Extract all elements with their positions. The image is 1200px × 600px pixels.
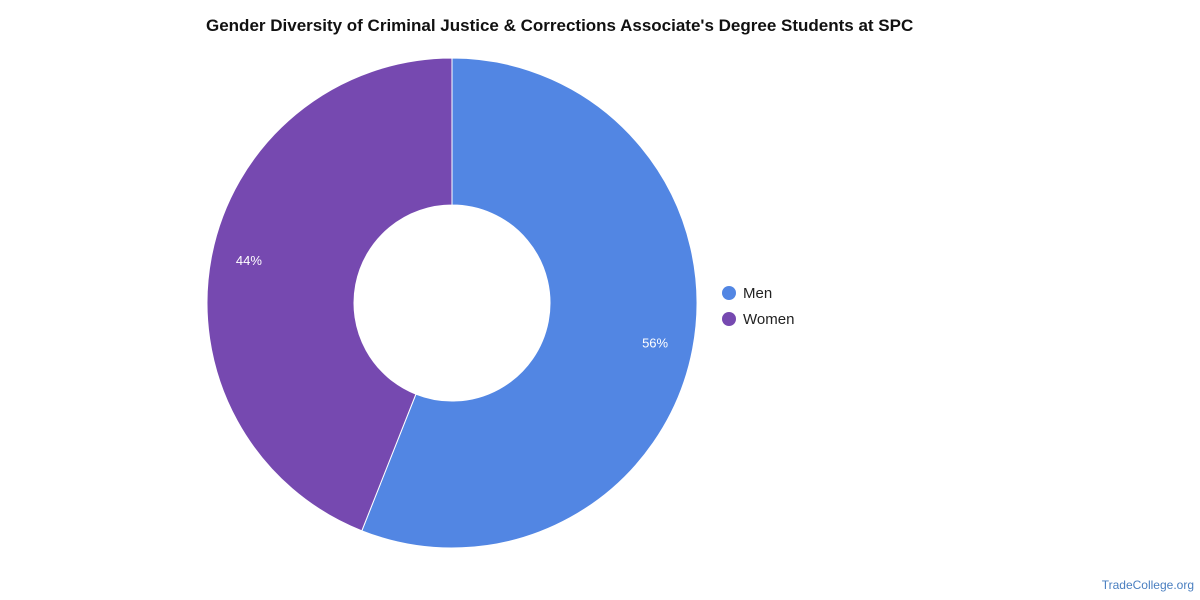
- donut-slice-women[interactable]: [206, 57, 453, 532]
- legend-label-women: Women: [743, 310, 795, 328]
- legend-swatch-women: [722, 312, 736, 326]
- chart-legend: Men Women: [722, 280, 794, 332]
- source-link[interactable]: TradeCollege.org: [1101, 578, 1194, 592]
- slice-label-women: 44%: [236, 253, 262, 268]
- legend-item-men[interactable]: Men: [722, 280, 794, 306]
- legend-label-men: Men: [743, 284, 773, 302]
- legend-item-women[interactable]: Women: [722, 306, 794, 332]
- chart-title: Gender Diversity of Criminal Justice & C…: [206, 16, 914, 35]
- donut-slice-men[interactable]: [361, 57, 698, 549]
- slice-label-men: 56%: [642, 336, 668, 351]
- legend-swatch-men: [722, 286, 736, 300]
